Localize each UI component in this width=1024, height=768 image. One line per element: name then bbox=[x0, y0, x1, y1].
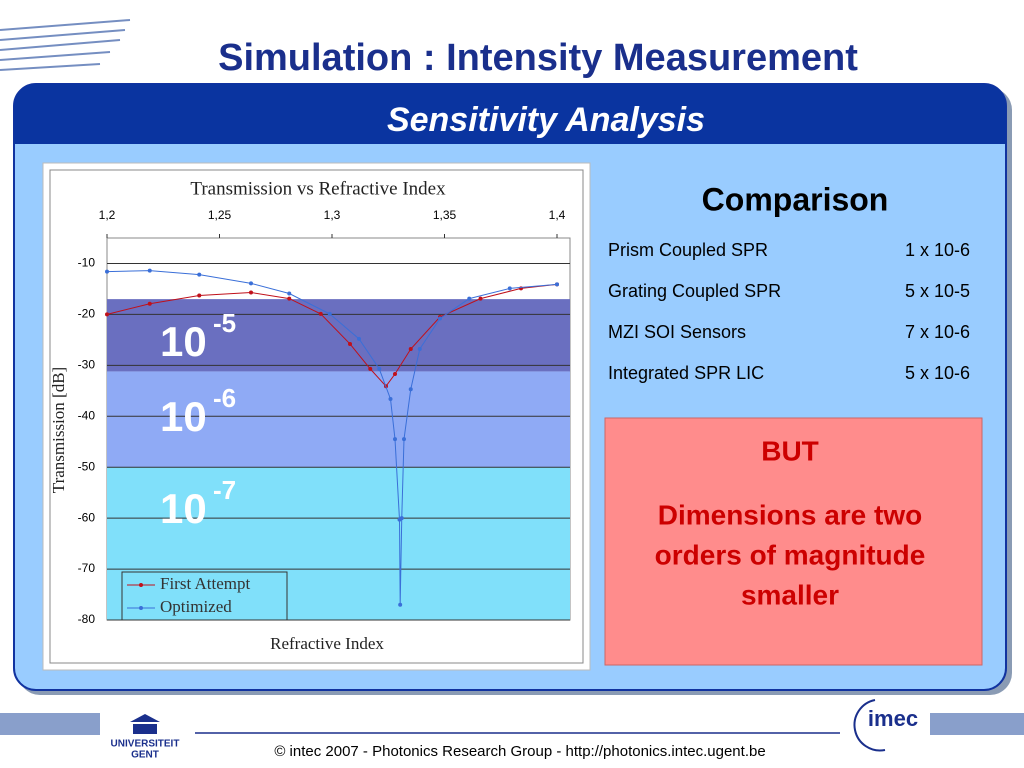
y-tick-label: -30 bbox=[78, 358, 96, 372]
y-tick-label: -70 bbox=[78, 561, 96, 575]
footer-text: © intec 2007 - Photonics Research Group … bbox=[274, 743, 765, 760]
panel-header bbox=[14, 84, 1006, 144]
data-point bbox=[478, 296, 483, 301]
band-label: 10 bbox=[160, 393, 207, 440]
y-axis-label: Transmission [dB] bbox=[49, 367, 68, 493]
comparison-name: Integrated SPR LIC bbox=[608, 363, 764, 383]
chart: -80 -70 -60 -50 -40 -30 -20 -10 1,2 1,25 1,3 1,35 1,… bbox=[49, 178, 571, 653]
comparison-table: Prism Coupled SPR 1 x 10-6 Grating Coupled… bbox=[608, 240, 970, 383]
data-point bbox=[507, 286, 512, 291]
legend-label: Optimized bbox=[160, 597, 232, 616]
comparison-name: MZI SOI Sensors bbox=[608, 322, 746, 342]
data-point bbox=[377, 366, 382, 371]
data-point bbox=[287, 296, 292, 301]
data-point bbox=[249, 281, 253, 286]
band bbox=[107, 299, 570, 372]
note-text: Dimensions are two orders of magnitude sma… bbox=[655, 499, 926, 610]
panel-subtitle: Sensitivity Analysis bbox=[387, 101, 705, 139]
data-point bbox=[368, 366, 373, 371]
data-point bbox=[287, 291, 292, 296]
logo-right: imec bbox=[868, 706, 918, 731]
y-tick-label: -20 bbox=[78, 307, 96, 321]
data-point bbox=[388, 396, 393, 401]
data-point bbox=[393, 437, 397, 442]
data-point bbox=[398, 602, 403, 607]
comparison-name: Prism Coupled SPR bbox=[608, 240, 768, 260]
comparison-value: 5 x 10-5 bbox=[905, 281, 970, 301]
band-label: 10 bbox=[160, 485, 207, 532]
x-tick-label: 1,2 bbox=[99, 208, 116, 222]
data-point bbox=[318, 311, 323, 316]
band-label-exponent: -6 bbox=[213, 383, 236, 413]
x-tick-label: 1,25 bbox=[208, 208, 232, 222]
note-line: orders of magnitude bbox=[655, 539, 926, 570]
legend-label: First Attempt bbox=[160, 574, 250, 593]
y-tick-label: -50 bbox=[78, 459, 96, 473]
data-point bbox=[408, 387, 413, 392]
comparison-value: 1 x 10-6 bbox=[905, 240, 970, 260]
chart-title: Transmission vs Refractive Index bbox=[190, 178, 446, 199]
chart-border bbox=[49, 169, 584, 664]
data-point bbox=[555, 282, 559, 287]
band-label: 10 bbox=[160, 318, 207, 365]
data-point bbox=[402, 437, 406, 442]
comparison-title: Comparison bbox=[702, 181, 889, 217]
legend-marker bbox=[139, 583, 143, 587]
logo-left: UNIVERSITEIT bbox=[111, 739, 180, 750]
x-tick-label: 1,4 bbox=[549, 208, 566, 222]
band-label-exponent: -7 bbox=[213, 475, 236, 505]
data-point bbox=[393, 371, 397, 376]
x-axis-label: Refractive Index bbox=[270, 634, 384, 653]
band bbox=[107, 371, 570, 468]
legend-marker bbox=[139, 606, 143, 610]
data-point bbox=[105, 269, 109, 274]
data-point bbox=[438, 316, 442, 321]
data-point bbox=[147, 301, 152, 306]
slide-title: Simulation : Intensity Measurement bbox=[218, 37, 858, 79]
data-point bbox=[417, 347, 422, 352]
logo-left: GENT bbox=[131, 750, 159, 761]
data-point bbox=[467, 296, 472, 301]
x-tick-label: 1,35 bbox=[433, 208, 457, 222]
y-tick-label: -80 bbox=[78, 612, 96, 626]
data-point bbox=[249, 290, 253, 295]
y-tick-label: -10 bbox=[78, 256, 96, 270]
comparison-value: 7 x 10-6 bbox=[905, 322, 970, 342]
data-point bbox=[357, 336, 361, 341]
comparison-value: 5 x 10-6 bbox=[905, 363, 970, 383]
data-point bbox=[399, 516, 404, 521]
band bbox=[107, 467, 570, 620]
data-point bbox=[147, 268, 152, 273]
data-point bbox=[105, 312, 109, 317]
data-point bbox=[197, 272, 202, 277]
data-point bbox=[408, 347, 413, 352]
band-label-exponent: -5 bbox=[213, 308, 236, 338]
data-point bbox=[348, 341, 352, 346]
note-heading: BUT bbox=[761, 435, 819, 466]
x-tick-label: 1,3 bbox=[324, 208, 341, 222]
comparison-name: Grating Coupled SPR bbox=[608, 281, 781, 301]
data-point bbox=[327, 311, 332, 316]
note-line: Dimensions are two bbox=[658, 499, 923, 530]
footer-decoration bbox=[0, 699, 1024, 752]
decoration bbox=[0, 19, 131, 71]
y-tick-label: -60 bbox=[78, 510, 96, 524]
data-point bbox=[197, 293, 202, 298]
legend bbox=[121, 571, 288, 621]
series-line bbox=[106, 270, 558, 605]
note-line: smaller bbox=[741, 579, 839, 610]
y-tick-label: -40 bbox=[78, 408, 96, 422]
note-box bbox=[604, 417, 983, 666]
